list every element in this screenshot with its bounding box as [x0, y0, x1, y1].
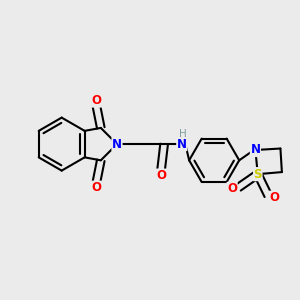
Text: H: H [179, 129, 187, 139]
Text: S: S [254, 168, 262, 181]
Text: O: O [269, 191, 280, 204]
Text: O: O [92, 181, 101, 194]
Text: O: O [227, 182, 237, 195]
Text: O: O [156, 169, 166, 182]
Text: N: N [112, 138, 122, 151]
Text: N: N [177, 138, 187, 151]
Text: N: N [250, 143, 260, 157]
Text: O: O [92, 94, 101, 107]
